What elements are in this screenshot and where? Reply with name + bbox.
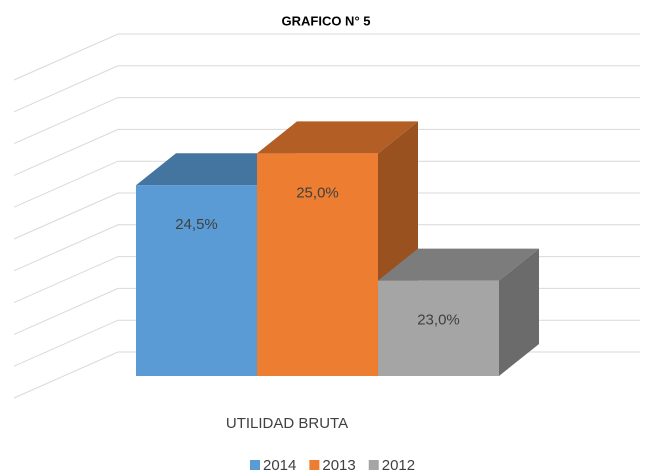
grid-line — [13, 33, 640, 81]
grid-line — [13, 192, 640, 240]
bar — [257, 153, 378, 376]
chart-title: GRAFICO N° 5 — [282, 13, 371, 28]
grid-line — [13, 128, 640, 176]
data-label: 25,0% — [296, 184, 339, 201]
grid-line — [13, 224, 640, 272]
data-label: 23,0% — [417, 312, 460, 329]
legend-swatch — [309, 460, 320, 470]
bar-top — [257, 121, 418, 154]
legend-swatch — [368, 460, 379, 470]
legend-label: 2013 — [322, 457, 355, 474]
grid-line — [13, 97, 640, 145]
legend-label: 2014 — [263, 457, 296, 474]
data-label: 24,5% — [175, 216, 218, 233]
grid-line — [13, 65, 640, 113]
bar — [136, 185, 257, 376]
bar-top — [378, 248, 539, 281]
legend-swatch — [250, 460, 260, 470]
grid-line — [13, 160, 640, 208]
x-tick-label: UTILIDAD BRUTA — [226, 415, 348, 432]
bar-top — [136, 153, 297, 186]
bar-side — [499, 248, 539, 376]
bar — [378, 280, 499, 376]
legend-label: 2012 — [382, 457, 415, 474]
